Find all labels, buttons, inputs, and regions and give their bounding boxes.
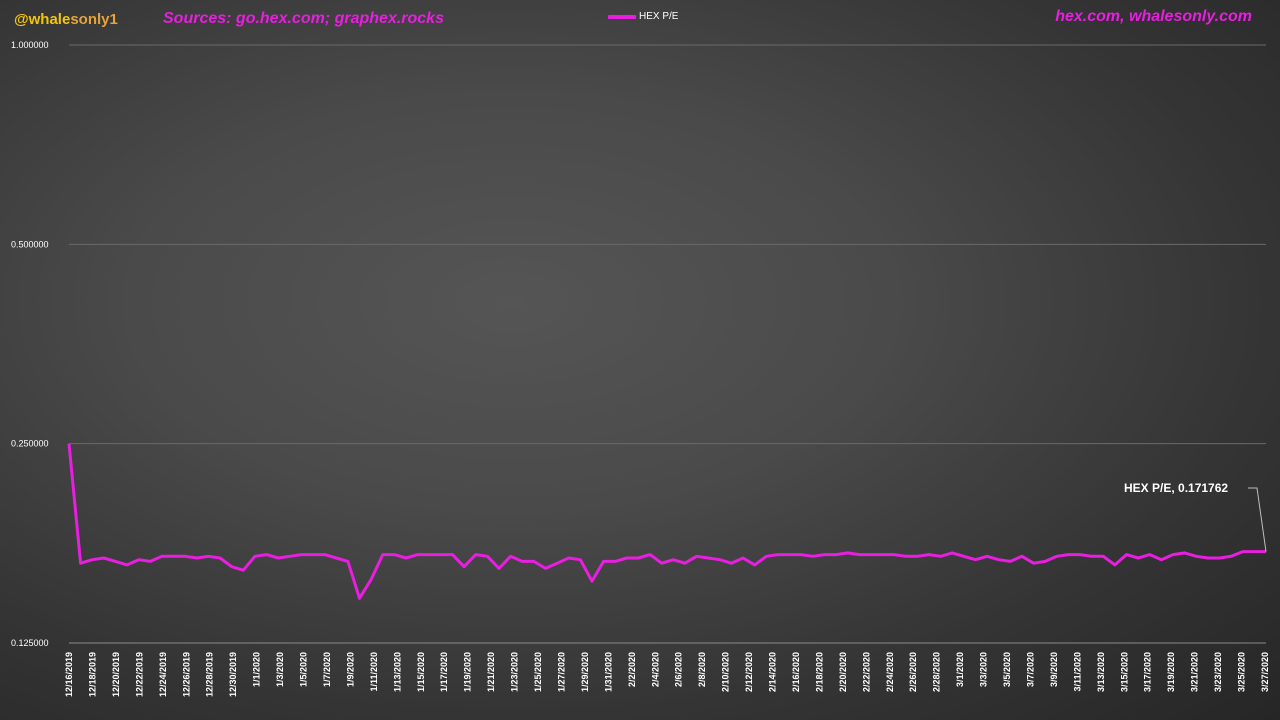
site-credit: hex.com, whalesonly.com: [1055, 8, 1252, 25]
sources-note: Sources: go.hex.com; graphex.rocks: [163, 10, 444, 27]
x-tick-label: 3/3/2020: [979, 652, 989, 687]
x-tick-label: 1/9/2020: [345, 652, 355, 687]
x-tick-label: 1/25/2020: [533, 652, 543, 692]
x-tick-label: 2/6/2020: [674, 652, 684, 687]
x-tick-label: 3/7/2020: [1025, 652, 1035, 687]
x-tick-label: 3/27/2020: [1260, 652, 1270, 692]
x-tick-label: 12/18/2019: [87, 652, 97, 697]
brand-handle-part2: sonly1: [70, 11, 118, 28]
y-tick-label: 0.500000: [11, 239, 49, 249]
x-tick-label: 2/22/2020: [861, 652, 871, 692]
x-tick-label: 2/2/2020: [627, 652, 637, 687]
x-tick-label: 2/4/2020: [650, 652, 660, 687]
x-tick-label: 1/11/2020: [369, 652, 379, 692]
x-tick-label: 1/15/2020: [416, 652, 426, 692]
x-tick-label: 1/21/2020: [486, 652, 496, 692]
x-tick-label: 3/11/2020: [1072, 652, 1082, 692]
x-tick-label: 2/18/2020: [814, 652, 824, 692]
x-tick-label: 12/16/2019: [64, 652, 74, 697]
brand-handle-part1: @whale: [14, 11, 71, 28]
x-tick-label: 2/28/2020: [932, 652, 942, 692]
x-tick-label: 1/17/2020: [439, 652, 449, 692]
x-tick-label: 2/12/2020: [744, 652, 754, 692]
x-tick-label: 2/20/2020: [838, 652, 848, 692]
y-tick-label: 1.000000: [11, 40, 49, 50]
x-tick-label: 1/13/2020: [392, 652, 402, 692]
x-tick-label: 2/24/2020: [885, 652, 895, 692]
x-tick-label: 1/23/2020: [510, 652, 520, 692]
x-tick-label: 12/30/2019: [228, 652, 238, 697]
x-tick-label: 3/1/2020: [955, 652, 965, 687]
x-tick-label: 3/21/2020: [1190, 652, 1200, 692]
last-value-callout: HEX P/E, 0.171762: [1124, 481, 1229, 495]
x-tick-label: 1/5/2020: [299, 652, 309, 687]
gridlines: [69, 44, 1266, 445]
x-tick-label: 1/3/2020: [275, 652, 285, 687]
legend: HEX P/E: [608, 11, 678, 22]
legend-label: HEX P/E: [639, 11, 679, 22]
x-tick-label: 3/23/2020: [1213, 652, 1223, 692]
y-axis-tick-labels: 1.000000 0.500000 0.250000 0.125000: [11, 40, 49, 648]
x-tick-label: 1/19/2020: [463, 652, 473, 692]
x-tick-label: 12/22/2019: [134, 652, 144, 697]
x-tick-label: 12/26/2019: [181, 652, 191, 697]
x-tick-label: 3/5/2020: [1002, 652, 1012, 687]
x-tick-label: 12/28/2019: [205, 652, 215, 697]
x-tick-label: 1/7/2020: [322, 652, 332, 687]
x-tick-label: 2/16/2020: [791, 652, 801, 692]
x-tick-label: 3/13/2020: [1096, 652, 1106, 692]
x-tick-label: 2/26/2020: [908, 652, 918, 692]
series-line-hex-pe: [67, 443, 1266, 600]
x-tick-label: 2/8/2020: [697, 652, 707, 687]
x-tick-label: 12/24/2019: [158, 652, 168, 697]
x-axis-tick-labels: 12/16/2019 12/18/2019 12/20/2019 12/22/2019…: [64, 652, 1270, 697]
x-tick-label: 3/17/2020: [1143, 652, 1153, 692]
x-tick-label: 3/19/2020: [1166, 652, 1176, 692]
x-tick-label: 2/14/2020: [768, 652, 778, 692]
callout-leader-line: [1248, 487, 1267, 552]
brand-handle: @whalesonly1: [14, 11, 118, 28]
x-tick-label: 12/20/2019: [111, 652, 121, 697]
legend-swatch: [608, 14, 636, 19]
x-tick-label: 3/25/2020: [1237, 652, 1247, 692]
x-tick-label: 1/1/2020: [252, 652, 262, 687]
x-tick-label: 3/15/2020: [1119, 652, 1129, 692]
x-tick-label: 1/27/2020: [556, 652, 566, 692]
y-tick-label: 0.250000: [11, 439, 49, 449]
y-tick-label: 0.125000: [11, 638, 49, 648]
x-tick-label: 3/9/2020: [1049, 652, 1059, 687]
x-tick-label: 1/29/2020: [580, 652, 590, 692]
x-tick-label: 1/31/2020: [603, 652, 613, 692]
x-tick-label: 2/10/2020: [721, 652, 731, 692]
